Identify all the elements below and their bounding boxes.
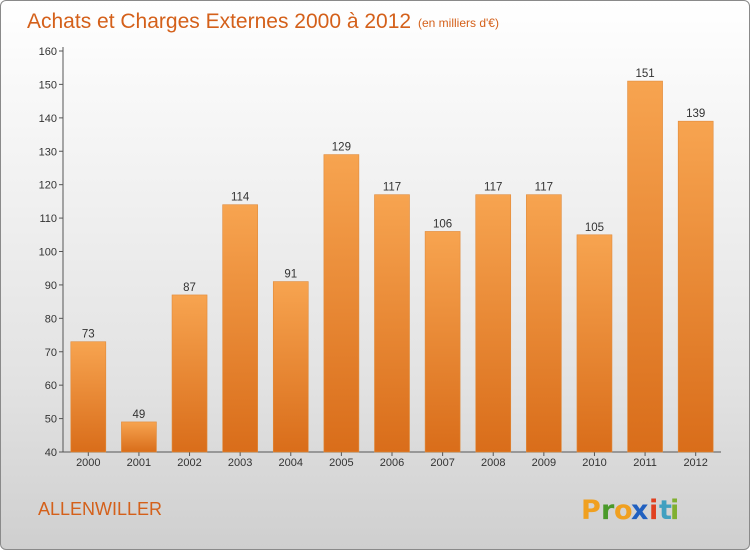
logo-letter: t — [659, 495, 672, 526]
bar-value-label: 117 — [383, 182, 401, 194]
y-tick-label: 100 — [39, 247, 57, 259]
y-tick-label: 130 — [39, 146, 57, 158]
bar — [272, 281, 309, 453]
bar-value-label: 129 — [332, 142, 351, 154]
y-tick-label: 120 — [39, 180, 57, 192]
bar-value-label: 49 — [133, 409, 146, 421]
y-tick-label: 150 — [39, 79, 57, 91]
bar-value-label: 139 — [686, 108, 705, 120]
bar-value-label: 91 — [284, 269, 297, 281]
bar-value-label: 117 — [484, 182, 502, 194]
y-tick-label: 110 — [39, 213, 57, 225]
bar-value-label: 114 — [231, 192, 250, 204]
bar — [121, 421, 157, 453]
logo-letter: P — [581, 495, 601, 526]
bar — [171, 294, 208, 453]
bar — [424, 231, 461, 453]
x-tick-label: 2008 — [481, 457, 505, 469]
bar — [323, 154, 360, 453]
y-tick-label: 80 — [45, 313, 57, 325]
bar — [526, 194, 562, 453]
x-tick-label: 2001 — [127, 457, 151, 469]
bar-value-label: 87 — [183, 282, 196, 294]
bar — [70, 341, 107, 453]
chart-subtitle: (en milliers d'€) — [418, 16, 499, 30]
bar-value-label: 151 — [635, 68, 654, 80]
bar — [475, 194, 512, 453]
place-name: ALLENWILLER — [38, 499, 162, 519]
y-tick-label: 140 — [39, 113, 57, 125]
bar — [374, 194, 410, 453]
bar — [222, 204, 258, 453]
x-tick-label: 2011 — [633, 457, 657, 469]
x-tick-label: 2004 — [279, 457, 303, 469]
bar — [677, 120, 714, 453]
y-tick-label: 60 — [45, 380, 57, 392]
x-tick-label: 2009 — [532, 457, 556, 469]
x-tick-label: 2006 — [380, 457, 404, 469]
logo-letter: x — [631, 495, 648, 526]
logo-letter: i — [670, 495, 679, 526]
x-tick-label: 2002 — [177, 457, 201, 469]
x-tick-label: 2007 — [430, 457, 454, 469]
x-tick-label: 2010 — [582, 457, 606, 469]
bars: 73 49 87 114 91 129 117 106 117 117 105 151 139 — [70, 68, 714, 453]
logo-letter: i — [649, 495, 658, 526]
axes: 40 50 60 70 80 90 100 110 120 130 140 150 160 2000 200… — [39, 46, 721, 469]
x-tick-label: 2000 — [76, 457, 100, 469]
bar-value-label: 117 — [535, 182, 553, 194]
y-tick-label: 40 — [45, 447, 57, 459]
bar-value-label: 106 — [433, 218, 452, 230]
logo-letter: o — [614, 495, 633, 526]
x-tick-label: 2005 — [329, 457, 353, 469]
bar — [576, 234, 613, 453]
chart-title: Achats et Charges Externes 2000 à 2012 — [27, 10, 411, 33]
y-tick-label: 160 — [39, 46, 57, 58]
bar-value-label: 105 — [585, 222, 604, 234]
y-tick-label: 70 — [45, 347, 57, 359]
y-tick-label: 50 — [45, 414, 57, 426]
bar-value-label: 73 — [82, 329, 95, 341]
logo-letter: r — [601, 495, 615, 526]
x-tick-label: 2012 — [683, 457, 707, 469]
bar — [627, 80, 663, 453]
x-tick-label: 2003 — [228, 457, 252, 469]
y-tick-label: 90 — [45, 280, 57, 292]
